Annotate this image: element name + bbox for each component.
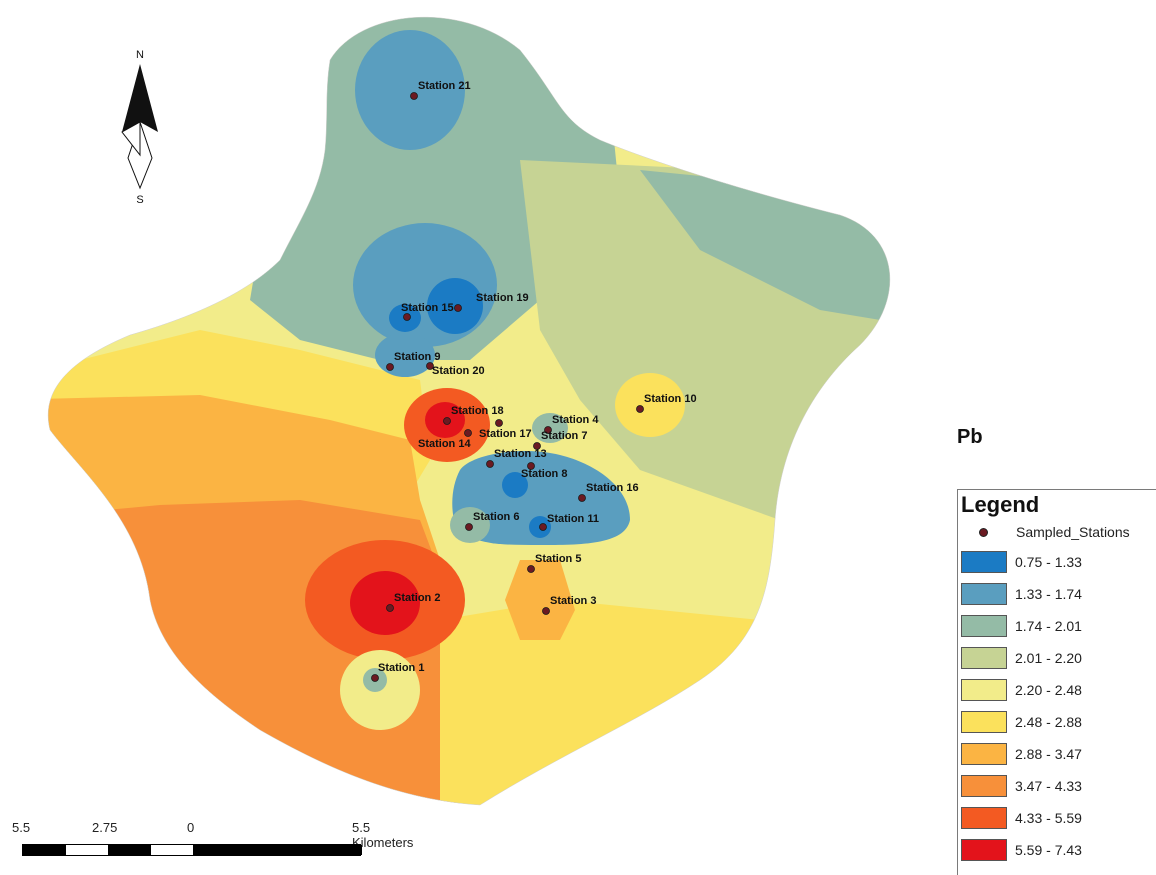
station-label: Station 5	[535, 553, 581, 565]
legend-class-label: 5.59 - 7.43	[1015, 842, 1082, 858]
station-point	[495, 419, 503, 427]
interpolation-map: Station 1 Station 2 Station 3 Station 4 Stat…	[47, 16, 891, 806]
scale-bar-graphic	[22, 844, 362, 856]
station-point	[465, 523, 473, 531]
station-label: Station 10	[644, 393, 697, 405]
legend-swatch	[961, 807, 1007, 829]
station-label: Station 2	[394, 592, 440, 604]
north-label: N	[136, 49, 144, 61]
legend-class-label: 3.47 - 4.33	[1015, 778, 1082, 794]
legend-class-row: 2.20 - 2.48	[958, 674, 1156, 706]
station-point	[426, 362, 434, 370]
legend-class-row: 0.75 - 1.33	[958, 546, 1156, 578]
legend-row-stations: Sampled_Stations	[958, 518, 1156, 546]
legend-swatch	[961, 647, 1007, 669]
south-label: S	[136, 194, 143, 205]
legend-class-label: 2.48 - 2.88	[1015, 714, 1082, 730]
legend-class-label: 4.33 - 5.59	[1015, 810, 1082, 826]
station-label: Station 9	[394, 351, 440, 363]
station-point	[544, 426, 552, 434]
legend-swatch	[961, 583, 1007, 605]
scale-label-left: 5.5	[12, 820, 31, 835]
station-label: Station 19	[476, 292, 529, 304]
legend-class-label: 1.74 - 2.01	[1015, 618, 1082, 634]
station-label: Station 8	[521, 468, 567, 480]
station-label: Station 7	[541, 430, 587, 442]
legend-class-row: 1.33 - 1.74	[958, 578, 1156, 610]
station-point	[410, 92, 418, 100]
legend-class-row: 3.47 - 4.33	[958, 770, 1156, 802]
stations-layer: Station 1 Station 2 Station 3 Station 4 Stat…	[371, 80, 697, 682]
legend-class-row: 2.48 - 2.88	[958, 706, 1156, 738]
station-point	[386, 604, 394, 612]
station-point	[403, 313, 411, 321]
legend-swatch	[961, 679, 1007, 701]
legend-class-label: 2.88 - 3.47	[1015, 746, 1082, 762]
station-label: Station 3	[550, 595, 596, 607]
legend-class-label: 2.01 - 2.20	[1015, 650, 1082, 666]
scale-label-zero: 0	[187, 820, 195, 835]
legend-point-label: Sampled_Stations	[1016, 524, 1130, 540]
legend-classes: 0.75 - 1.33 1.33 - 1.74 1.74 - 2.01 2.01 - …	[958, 546, 1156, 866]
station-label: Station 1	[378, 662, 424, 674]
station-label: Station 14	[418, 438, 471, 450]
station-label: Station 16	[586, 482, 639, 494]
north-arrow-icon: N S	[121, 49, 158, 205]
station-point	[443, 417, 451, 425]
station-point	[486, 460, 494, 468]
legend-class-row: 2.01 - 2.20	[958, 642, 1156, 674]
legend-class-row: 2.88 - 3.47	[958, 738, 1156, 770]
station-point	[371, 674, 379, 682]
parameter-title: Pb	[957, 426, 983, 448]
station-point	[542, 607, 550, 615]
scale-label-mid: 2.75	[92, 820, 118, 835]
station-label: Station 15	[401, 302, 454, 314]
station-label: Station 13	[494, 448, 547, 460]
station-point	[527, 565, 535, 573]
station-label: Station 11	[547, 513, 599, 525]
station-label: Station 21	[418, 80, 471, 92]
station-point	[539, 523, 547, 531]
station-point	[464, 429, 472, 437]
legend-swatch	[961, 839, 1007, 861]
legend-swatch	[961, 743, 1007, 765]
station-label: Station 18	[451, 405, 504, 417]
station-point	[454, 304, 462, 312]
legend-class-row: 4.33 - 5.59	[958, 802, 1156, 834]
station-point	[533, 442, 541, 450]
legend-title: Legend	[961, 492, 1040, 517]
legend-swatch	[961, 551, 1007, 573]
legend-class-label: 1.33 - 1.74	[1015, 586, 1082, 602]
station-label: Station 17	[479, 428, 532, 440]
legend-swatch	[961, 615, 1007, 637]
legend-swatch	[961, 775, 1007, 797]
legend-class-row: 1.74 - 2.01	[958, 610, 1156, 642]
scale-label-right: 5.5 Kilometers	[352, 820, 414, 850]
legend-class-label: 0.75 - 1.33	[1015, 554, 1082, 570]
station-label: Station 6	[473, 511, 519, 523]
station-point	[527, 462, 535, 470]
legend: Legend Sampled_Stations 0.75 - 1.33 1.33 …	[957, 489, 1156, 875]
station-point	[578, 494, 586, 502]
station-point	[386, 363, 394, 371]
station-label: Station 4	[552, 414, 599, 426]
legend-class-label: 2.20 - 2.48	[1015, 682, 1082, 698]
station-label: Station 20	[432, 365, 485, 377]
legend-swatch	[961, 711, 1007, 733]
legend-class-row: 5.59 - 7.43	[958, 834, 1156, 866]
station-point	[636, 405, 644, 413]
station-dot-icon	[978, 527, 988, 537]
